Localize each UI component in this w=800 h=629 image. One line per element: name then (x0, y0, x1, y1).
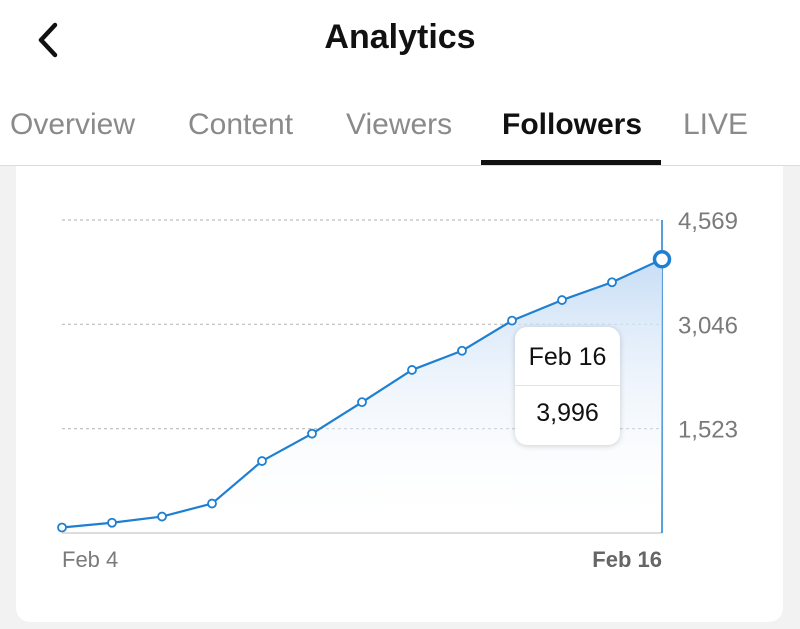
active-tab-indicator (481, 160, 661, 165)
data-point[interactable] (357, 397, 367, 408)
tab-live[interactable]: LIVE (683, 108, 749, 141)
tab-followers[interactable]: Followers (502, 108, 643, 141)
tab-viewers[interactable]: Viewers (346, 108, 453, 141)
data-point[interactable] (507, 315, 517, 326)
area-fill (62, 259, 662, 533)
y-tick-label: 1,523 (678, 417, 738, 444)
data-point[interactable] (107, 517, 117, 528)
data-point[interactable] (257, 456, 267, 466)
tab-bar: Overview Content Viewers Followers LIVE (0, 98, 800, 165)
tooltip-divider (515, 385, 620, 386)
page-title: Analytics (324, 18, 476, 56)
data-tooltip: Feb 16 3,996 (515, 327, 620, 445)
x-tick-label-end: Feb 16 (592, 547, 662, 572)
x-tick-label-start: Feb 4 (62, 547, 118, 572)
tab-content[interactable]: Content (188, 108, 294, 141)
data-point[interactable] (607, 277, 617, 288)
back-button[interactable] (24, 14, 72, 66)
tooltip-value: 3,996 (536, 399, 599, 427)
y-tick-label: 4,569 (678, 208, 738, 235)
tab-overview[interactable]: Overview (10, 108, 136, 141)
data-point[interactable] (457, 345, 467, 356)
data-point[interactable] (307, 428, 317, 439)
chevron-left-icon (38, 22, 58, 58)
data-point[interactable] (157, 511, 167, 522)
y-tick-label: 3,046 (678, 312, 738, 339)
data-point[interactable] (557, 295, 567, 305)
app-header: Analytics Overview Content Viewers Follo… (0, 0, 800, 166)
highlighted-data-point[interactable] (652, 250, 672, 269)
data-point[interactable] (207, 498, 217, 509)
data-point[interactable] (407, 365, 417, 375)
data-point[interactable] (57, 522, 67, 533)
tooltip-date: Feb 16 (528, 343, 607, 371)
